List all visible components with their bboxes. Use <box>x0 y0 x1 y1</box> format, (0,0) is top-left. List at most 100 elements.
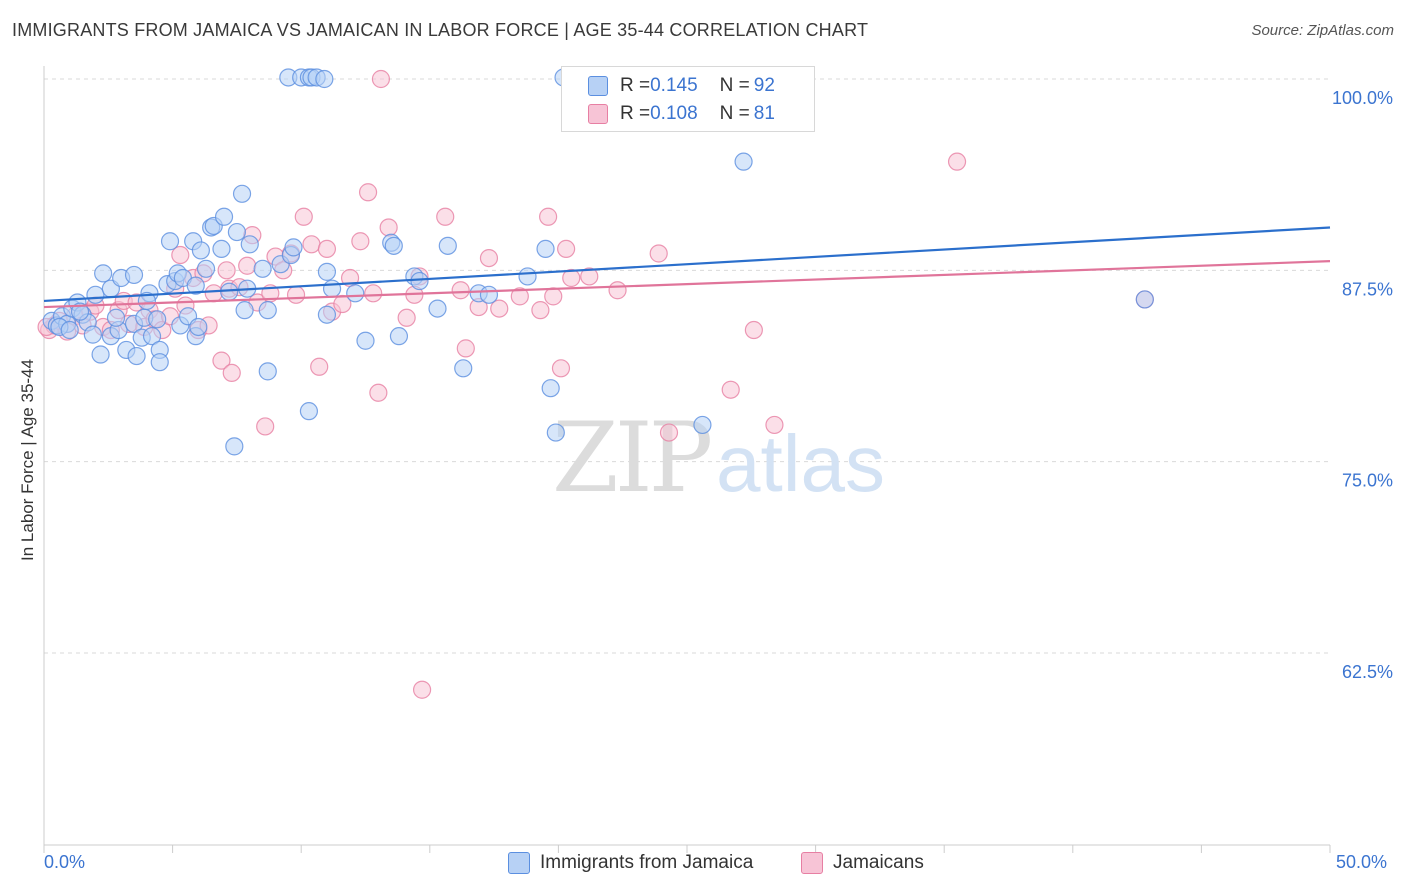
immigrants-point <box>410 271 429 291</box>
immigrants-point <box>70 302 90 321</box>
immigrants-point <box>142 327 162 346</box>
immigrants-point <box>240 235 259 254</box>
jamaicans-point <box>947 152 967 171</box>
jamaicans-point <box>551 359 571 378</box>
immigrants-point <box>60 320 79 340</box>
jamaicans-point <box>212 351 231 370</box>
x-tick-max: 50.0% <box>1336 852 1388 872</box>
legend-n-label: N = <box>719 103 750 124</box>
immigrants-point <box>536 239 555 259</box>
jamaicans-point <box>371 69 391 89</box>
legend-row-jamaicans: R = 0.108 N = 81 <box>588 101 775 127</box>
legend-r-label: R = <box>620 103 651 124</box>
chart-title: IMMIGRANTS FROM JAMAICA VS JAMAICAN IN L… <box>12 20 869 40</box>
jamaicans-point <box>721 380 740 399</box>
legend-n-label: N = <box>719 75 750 96</box>
immigrants-point <box>384 236 403 255</box>
jamaicans-point <box>294 207 313 226</box>
jamaicans-point <box>479 248 499 268</box>
jamaicans-point <box>310 357 329 376</box>
immigrants-point <box>518 267 537 286</box>
legend-n-value: 92 <box>753 75 775 96</box>
x-tick-min: 0.0% <box>44 852 86 872</box>
stats-legend: R = 0.145 N = 92 R = 0.108 N = 81 <box>561 66 815 132</box>
jamaicans-point <box>204 284 223 303</box>
immigrants-point <box>91 345 110 364</box>
jamaicans-point <box>171 245 190 265</box>
immigrants-point <box>322 279 342 298</box>
immigrants-point <box>253 259 272 278</box>
jamaicans-point <box>557 239 576 259</box>
legend-label-immigrants: Immigrants from Jamaica <box>540 852 754 873</box>
jamaicans-point <box>397 308 416 327</box>
legend-item-immigrants[interactable]: Immigrants from Jamaica <box>508 852 753 874</box>
jamaicans-point <box>369 383 388 402</box>
jamaicans-point <box>351 232 370 251</box>
immigrants-point <box>315 69 334 89</box>
immigrants-point <box>94 264 113 283</box>
legend-row-immigrants: R = 0.145 N = 92 <box>588 73 775 99</box>
jamaicans-point <box>238 256 257 275</box>
immigrants-point <box>214 207 234 226</box>
immigrants-point <box>191 241 210 260</box>
immigrants-point <box>299 402 319 421</box>
legend-swatch-pink <box>801 852 823 874</box>
jamaicans-point <box>364 284 383 303</box>
immigrants-point <box>389 327 409 346</box>
jamaicans-point <box>539 207 558 226</box>
immigrants-point <box>150 353 169 372</box>
watermark-atlas: atlas <box>716 419 885 508</box>
jamaicans-point <box>608 281 627 300</box>
legend-r-value: 0.108 <box>650 103 698 124</box>
immigrants-point <box>106 308 126 327</box>
jamaicans-point <box>456 339 475 358</box>
immigrants-point <box>428 299 447 318</box>
immigrants-point <box>541 379 560 398</box>
y-tick-label: 87.5% <box>1342 279 1393 299</box>
jamaicans-point <box>531 301 550 320</box>
immigrants-point <box>284 238 303 257</box>
immigrants-point <box>196 259 216 278</box>
jamaicans-point <box>510 287 529 306</box>
legend-label-jamaicans: Jamaicans <box>833 852 924 873</box>
jamaicans-points <box>37 69 1154 699</box>
jamaicans-point <box>649 244 668 263</box>
immigrants-point <box>212 239 231 259</box>
jamaicans-point <box>490 299 509 318</box>
immigrants-point <box>479 285 499 304</box>
axes <box>43 66 1331 853</box>
legend-swatch-blue <box>588 76 608 96</box>
immigrants-point <box>189 317 208 337</box>
legend-item-jamaicans[interactable]: Jamaicans <box>801 852 924 874</box>
trend-lines <box>43 226 1331 309</box>
immigrants-point <box>346 284 365 303</box>
immigrants-point <box>127 346 146 366</box>
jamaicans-point <box>412 680 432 699</box>
y-tick-label: 62.5% <box>1342 662 1393 682</box>
immigrants-point <box>454 359 473 378</box>
jamaicans-point <box>436 207 455 226</box>
y-tick-label: 100.0% <box>1332 88 1393 108</box>
immigrants-point <box>225 437 244 456</box>
jamaicans-trend-line <box>43 260 1331 309</box>
immigrants-point <box>317 305 337 324</box>
immigrants-point <box>86 285 105 304</box>
series-legend: Immigrants from Jamaica Jamaicans <box>0 852 1406 878</box>
immigrants-point <box>317 262 337 281</box>
watermark: ZIP atlas <box>552 402 885 514</box>
immigrants-point <box>227 222 246 242</box>
immigrants-point <box>160 232 180 251</box>
immigrants-trend-line <box>43 226 1331 303</box>
immigrants-point <box>356 331 375 350</box>
immigrants-point <box>124 265 144 285</box>
immigrants-point <box>734 152 753 171</box>
source-label: Source: ZipAtlas.com <box>1251 22 1394 39</box>
jamaicans-point <box>358 183 378 202</box>
jamaicans-point <box>256 417 275 436</box>
y-tick-label: 75.0% <box>1342 471 1393 491</box>
jamaicans-point <box>302 235 321 254</box>
immigrants-point <box>546 423 565 442</box>
jamaicans-point <box>765 415 784 435</box>
jamaicans-point <box>222 363 241 382</box>
